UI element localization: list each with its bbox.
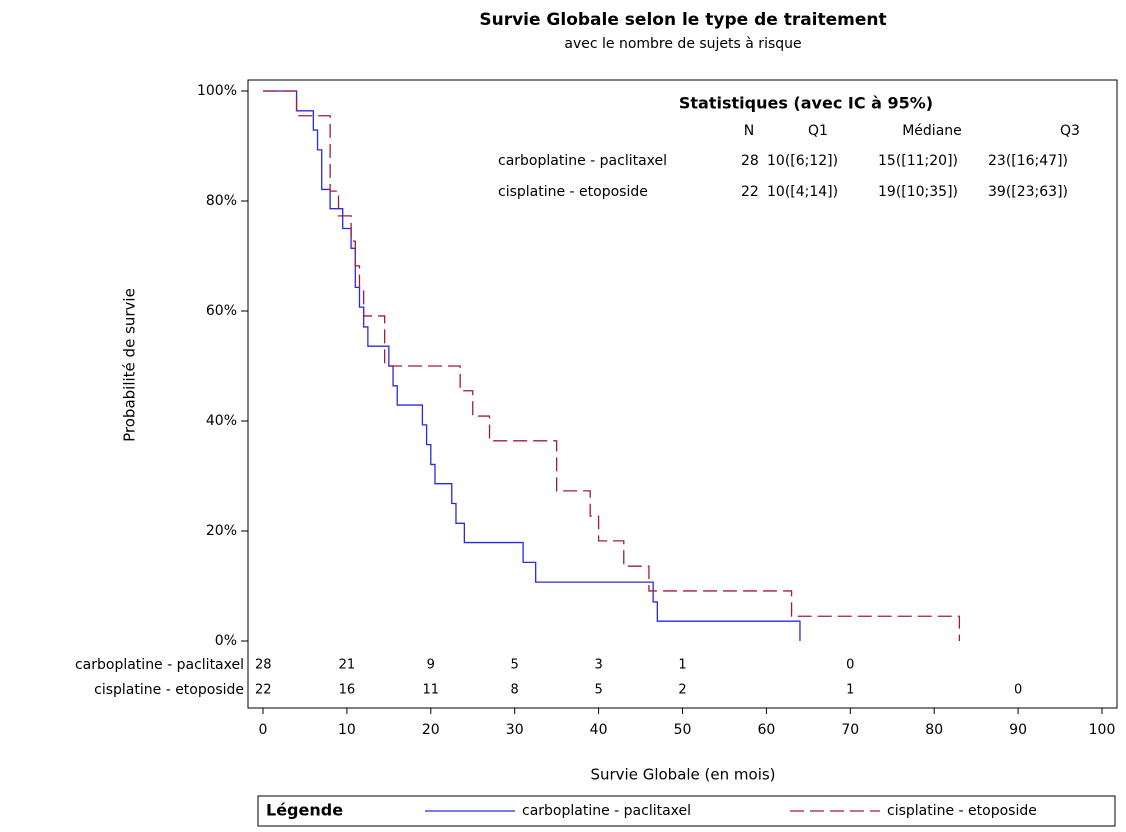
legend-title: Légende xyxy=(266,801,343,820)
stats-cell: carboplatine - paclitaxel xyxy=(498,153,667,169)
at-risk-label: cisplatine - etoposide xyxy=(94,682,244,698)
y-tick-label: 100% xyxy=(197,83,237,99)
x-tick-label: 70 xyxy=(841,722,859,738)
at-risk-count: 28 xyxy=(255,658,272,673)
at-risk-count: 5 xyxy=(511,658,519,673)
at-risk-count: 8 xyxy=(511,683,519,698)
y-tick-label: 0% xyxy=(215,633,237,649)
x-tick-label: 0 xyxy=(259,722,268,738)
at-risk-count: 1 xyxy=(678,658,686,673)
legend-label: cisplatine - etoposide xyxy=(887,803,1037,819)
at-risk-count: 22 xyxy=(255,683,272,698)
at-risk-count: 5 xyxy=(594,683,602,698)
at-risk-count: 11 xyxy=(423,683,440,698)
at-risk-count: 0 xyxy=(846,658,854,673)
legend-box xyxy=(257,795,1116,827)
x-tick-label: 100 xyxy=(1089,722,1116,738)
stats-cell: 10([4;14]) xyxy=(767,184,838,200)
stats-title: Statistiques (avec IC à 95%) xyxy=(679,94,933,113)
at-risk-count: 3 xyxy=(594,658,602,673)
chart-subtitle: avec le nombre de sujets à risque xyxy=(564,36,801,52)
stats-cell: 23([16;47]) xyxy=(988,153,1068,169)
x-axis-label: Survie Globale (en mois) xyxy=(590,766,775,784)
stats-cell: cisplatine - etoposide xyxy=(498,184,648,200)
x-tick-label: 20 xyxy=(422,722,440,738)
stats-cell: 15([11;20]) xyxy=(878,153,958,169)
survival-curve xyxy=(263,90,801,641)
at-risk-count: 16 xyxy=(339,683,356,698)
at-risk-count: 1 xyxy=(846,683,854,698)
stats-cell: 19([10;35]) xyxy=(878,184,958,200)
x-tick-label: 80 xyxy=(925,722,943,738)
plot-frame xyxy=(247,79,1118,709)
stats-header: Q1 xyxy=(808,123,828,139)
stats-header: Médiane xyxy=(902,123,962,139)
stats-cell: 22 xyxy=(741,184,759,200)
stats-cell: 39([23;63]) xyxy=(988,184,1068,200)
x-tick-label: 90 xyxy=(1009,722,1027,738)
at-risk-count: 21 xyxy=(339,658,356,673)
at-risk-count: 0 xyxy=(1014,683,1022,698)
survival-curve xyxy=(263,90,961,641)
stats-header: Q3 xyxy=(1060,123,1080,139)
y-tick-label: 60% xyxy=(206,303,237,319)
chart-title: Survie Globale selon le type de traiteme… xyxy=(479,10,886,30)
stats-cell: 10([6;12]) xyxy=(767,153,838,169)
at-risk-count: 2 xyxy=(678,683,686,698)
y-tick-label: 80% xyxy=(206,193,237,209)
at-risk-label: carboplatine - paclitaxel xyxy=(75,657,244,673)
y-tick-label: 40% xyxy=(206,413,237,429)
x-tick-label: 30 xyxy=(506,722,524,738)
x-tick-label: 60 xyxy=(757,722,775,738)
legend-label: carboplatine - paclitaxel xyxy=(522,803,691,819)
x-tick-label: 10 xyxy=(338,722,356,738)
stats-header: N xyxy=(744,123,754,139)
x-tick-label: 40 xyxy=(590,722,608,738)
at-risk-count: 9 xyxy=(427,658,435,673)
y-tick-label: 20% xyxy=(206,523,237,539)
y-axis-label: Probabilité de survie xyxy=(121,288,139,442)
stats-cell: 28 xyxy=(741,153,759,169)
x-tick-label: 50 xyxy=(674,722,692,738)
